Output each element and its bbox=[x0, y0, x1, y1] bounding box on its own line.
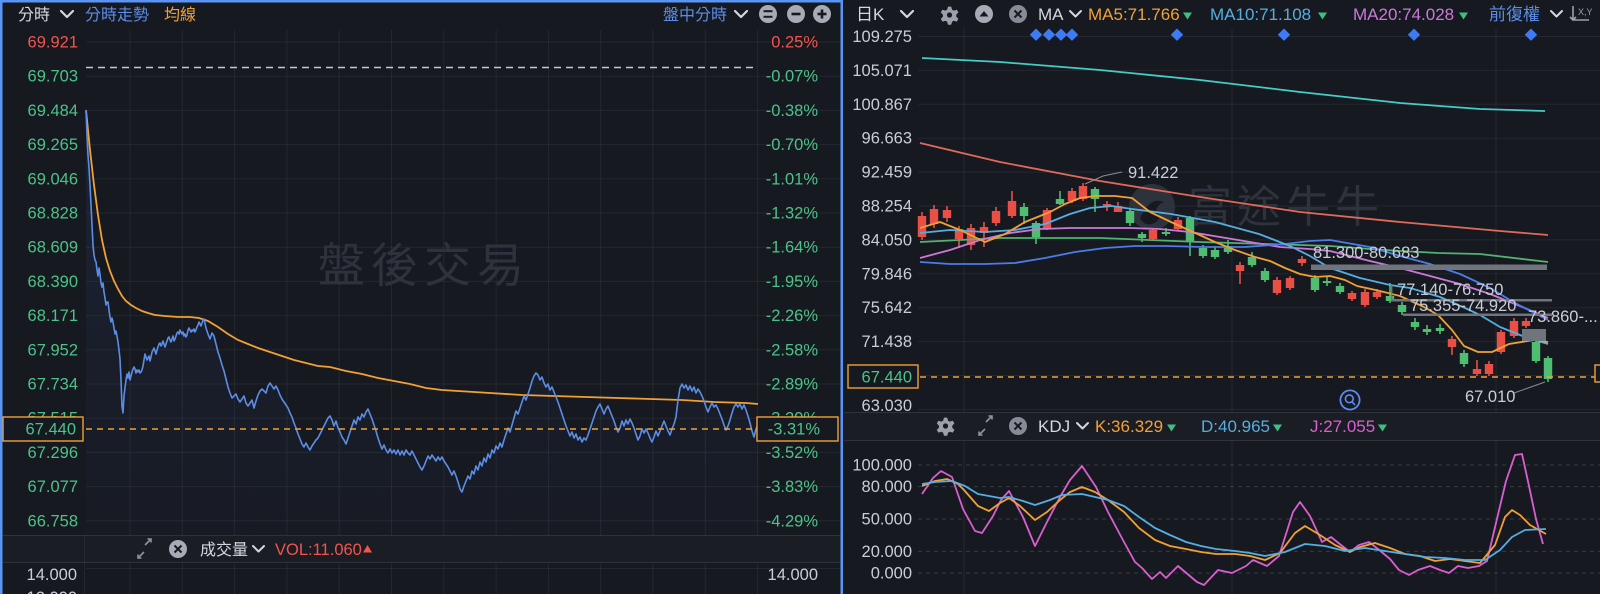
svg-text:MA: MA bbox=[1038, 5, 1064, 24]
svg-text:75.355-74.920: 75.355-74.920 bbox=[1410, 297, 1516, 315]
svg-text:68.609: 68.609 bbox=[28, 239, 78, 257]
svg-text:68.828: 68.828 bbox=[28, 205, 78, 223]
svg-text:100.867: 100.867 bbox=[852, 96, 912, 114]
svg-text:69.046: 69.046 bbox=[28, 170, 78, 188]
svg-text:68.171: 68.171 bbox=[28, 307, 78, 325]
svg-text:前復權: 前復權 bbox=[1489, 0, 1540, 25]
svg-text:MA20:74.028: MA20:74.028 bbox=[1353, 5, 1454, 24]
svg-text:-3.31%: -3.31% bbox=[768, 421, 821, 439]
svg-text:-3.83%: -3.83% bbox=[766, 478, 819, 496]
svg-text:X,Y: X,Y bbox=[1578, 7, 1593, 17]
svg-text:14.000: 14.000 bbox=[27, 566, 77, 584]
svg-text:84.050: 84.050 bbox=[862, 231, 912, 249]
svg-text:成交量: 成交量 bbox=[200, 536, 248, 560]
svg-text:K:36.329: K:36.329 bbox=[1095, 417, 1163, 436]
svg-text:-4.29%: -4.29% bbox=[766, 512, 819, 530]
svg-text:0.000: 0.000 bbox=[871, 565, 912, 583]
svg-text:MA5:71.766: MA5:71.766 bbox=[1088, 5, 1180, 24]
svg-text:14.000: 14.000 bbox=[768, 566, 818, 584]
svg-text:-0.07%: -0.07% bbox=[766, 68, 819, 86]
svg-text:-1.32%: -1.32% bbox=[766, 205, 819, 223]
svg-text:盤後交易: 盤後交易 bbox=[318, 227, 530, 296]
svg-text:77.140-76.750: 77.140-76.750 bbox=[1397, 281, 1503, 299]
svg-text:88.254: 88.254 bbox=[862, 198, 912, 216]
svg-text:67.010: 67.010 bbox=[1465, 388, 1515, 406]
svg-text:盤中分時: 盤中分時 bbox=[663, 1, 727, 25]
svg-text:0.25%: 0.25% bbox=[771, 34, 818, 52]
svg-text:-0.38%: -0.38% bbox=[766, 102, 819, 120]
svg-text:-2.89%: -2.89% bbox=[766, 376, 819, 394]
svg-text:73.860-...: 73.860-... bbox=[1528, 308, 1598, 326]
svg-text:-2.26%: -2.26% bbox=[766, 307, 819, 325]
svg-text:-3.52%: -3.52% bbox=[766, 444, 819, 462]
svg-text:-0.70%: -0.70% bbox=[766, 136, 819, 154]
svg-text:分時走勢: 分時走勢 bbox=[85, 1, 149, 25]
svg-text:67.734: 67.734 bbox=[28, 376, 78, 394]
svg-text:J:27.055: J:27.055 bbox=[1310, 417, 1375, 436]
svg-text:20.000: 20.000 bbox=[862, 543, 912, 561]
svg-text:71.438: 71.438 bbox=[862, 333, 912, 351]
svg-text:D:40.965: D:40.965 bbox=[1201, 417, 1270, 436]
svg-text:67.440: 67.440 bbox=[26, 421, 76, 439]
svg-text:均線: 均線 bbox=[164, 1, 196, 25]
svg-text:69.265: 69.265 bbox=[28, 136, 78, 154]
svg-text:富途牛牛: 富途牛牛 bbox=[1188, 171, 1384, 235]
svg-text:分時: 分時 bbox=[18, 1, 50, 25]
svg-text:MA10:71.108: MA10:71.108 bbox=[1210, 5, 1311, 24]
svg-text:KDJ: KDJ bbox=[1038, 417, 1070, 436]
svg-text:67.296: 67.296 bbox=[28, 444, 78, 462]
svg-text:-1.95%: -1.95% bbox=[766, 273, 819, 291]
svg-text:69.703: 69.703 bbox=[28, 68, 78, 86]
svg-text:69.484: 69.484 bbox=[28, 102, 78, 120]
svg-text:VOL:11.060: VOL:11.060 bbox=[275, 541, 362, 559]
svg-text:105.071: 105.071 bbox=[852, 62, 912, 80]
svg-text:63.030: 63.030 bbox=[862, 397, 912, 415]
svg-text:12.000: 12.000 bbox=[27, 589, 77, 594]
svg-text:96.663: 96.663 bbox=[862, 130, 912, 148]
svg-text:67.077: 67.077 bbox=[28, 478, 78, 496]
svg-text:-1.01%: -1.01% bbox=[766, 170, 819, 188]
svg-text:-2.58%: -2.58% bbox=[766, 341, 819, 359]
svg-text:日K: 日K bbox=[856, 0, 885, 25]
svg-text:80.000: 80.000 bbox=[862, 478, 912, 496]
svg-text:75.642: 75.642 bbox=[862, 299, 912, 317]
svg-text:67.440: 67.440 bbox=[862, 369, 912, 387]
svg-text:67.952: 67.952 bbox=[28, 341, 78, 359]
svg-text:50.000: 50.000 bbox=[862, 511, 912, 529]
svg-text:-1.64%: -1.64% bbox=[766, 239, 819, 257]
svg-text:79.846: 79.846 bbox=[862, 265, 912, 283]
svg-text:109.275: 109.275 bbox=[852, 28, 912, 46]
svg-text:69.921: 69.921 bbox=[28, 34, 78, 52]
svg-text:100.000: 100.000 bbox=[852, 457, 912, 475]
svg-text:68.390: 68.390 bbox=[28, 273, 78, 291]
svg-text:92.459: 92.459 bbox=[862, 164, 912, 182]
svg-text:66.758: 66.758 bbox=[28, 512, 78, 530]
svg-text:81.300-80.683: 81.300-80.683 bbox=[1313, 244, 1419, 262]
svg-text:91.422: 91.422 bbox=[1128, 164, 1178, 182]
